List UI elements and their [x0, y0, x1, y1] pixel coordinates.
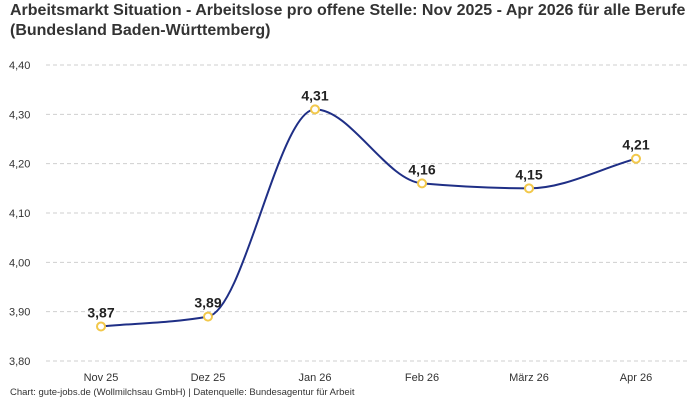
data-label: 4,31 [301, 87, 328, 103]
data-point[interactable] [203, 311, 213, 322]
chart-title: Arbeitsmarkt Situation - Arbeitslose pro… [10, 2, 686, 39]
series-line [100, 108, 637, 328]
data-label: 3,87 [87, 304, 114, 320]
data-labels: 3,87 3,89 4,31 4,16 4,15 4,21 [87, 87, 649, 320]
y-axis-ticks: 3,80 3,90 4,00 4,10 4,20 4,30 4,40 [9, 60, 30, 368]
y-tick-label: 4,10 [9, 208, 30, 220]
x-tick-label: Nov 25 [84, 372, 119, 384]
data-point[interactable] [417, 178, 427, 189]
y-tick-label: 4,40 [9, 60, 30, 72]
chart-source-footer: Chart: gute-jobs.de (Wollmilchsau GmbH) … [10, 387, 355, 398]
y-tick-label: 3,90 [9, 307, 30, 319]
data-points [96, 104, 641, 332]
data-label: 4,21 [622, 137, 649, 153]
x-tick-label: Jan 26 [298, 372, 331, 384]
y-tick-label: 4,00 [9, 257, 30, 269]
data-point[interactable] [310, 104, 320, 115]
y-tick-label: 4,20 [9, 159, 30, 171]
x-tick-label: Apr 26 [620, 372, 652, 384]
data-label: 4,16 [408, 161, 435, 177]
x-tick-label: März 26 [509, 372, 549, 384]
data-label: 4,15 [515, 166, 542, 182]
data-point[interactable] [524, 183, 534, 194]
grid-lines [46, 64, 690, 362]
data-point[interactable] [631, 153, 641, 164]
x-tick-label: Dez 25 [191, 372, 226, 384]
y-tick-label: 3,80 [9, 356, 30, 368]
data-label: 3,89 [194, 295, 221, 311]
y-tick-label: 4,30 [9, 109, 30, 121]
data-point[interactable] [96, 321, 106, 332]
series-line-group [100, 108, 637, 328]
x-axis-ticks: Nov 25 Dez 25 Jan 26 Feb 26 März 26 Apr 26 [84, 372, 653, 384]
x-tick-label: Feb 26 [405, 372, 439, 384]
